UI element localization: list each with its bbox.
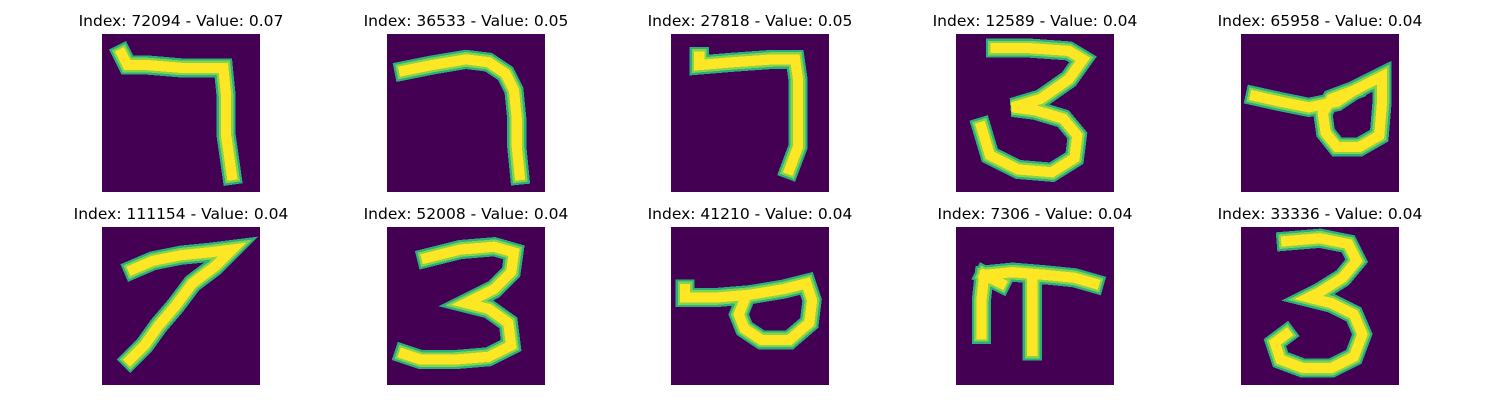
panel-title: Index: 52008 - Value: 0.04: [363, 205, 569, 223]
panel-title: Index: 12589 - Value: 0.04: [932, 12, 1138, 30]
digit-image: [671, 34, 829, 192]
digit-panel: Index: 33336 - Value: 0.04: [1218, 205, 1422, 391]
digit-image: [102, 34, 260, 192]
panel-title: Index: 36533 - Value: 0.05: [363, 12, 569, 30]
digit-panel: Index: 65958 - Value: 0.04: [1218, 12, 1422, 198]
panel-title: Index: 41210 - Value: 0.04: [647, 205, 853, 223]
panel-title: Index: 7306 - Value: 0.04: [937, 205, 1133, 223]
digit-image: [956, 227, 1114, 385]
digit-image: [1241, 34, 1399, 192]
digit-panel: Index: 72094 - Value: 0.07: [79, 12, 283, 198]
digit-image: [1241, 227, 1399, 385]
digit-panel: Index: 52008 - Value: 0.04: [364, 205, 568, 391]
panel-title: Index: 65958 - Value: 0.04: [1217, 12, 1423, 30]
digit-image: [387, 227, 545, 385]
digit-panel: Index: 27818 - Value: 0.05: [648, 12, 852, 198]
panel-title: Index: 72094 - Value: 0.07: [78, 12, 284, 30]
digit-panel: Index: 36533 - Value: 0.05: [364, 12, 568, 198]
digit-panel: Index: 111154 - Value: 0.04: [74, 205, 288, 391]
digit-image: [102, 227, 260, 385]
digit-panel: Index: 41210 - Value: 0.04: [648, 205, 852, 391]
panel-title: Index: 111154 - Value: 0.04: [73, 205, 289, 223]
digit-image: [387, 34, 545, 192]
digit-image: [956, 34, 1114, 192]
panel-title: Index: 27818 - Value: 0.05: [647, 12, 853, 30]
digit-panel: Index: 7306 - Value: 0.04: [938, 205, 1132, 391]
panel-title: Index: 33336 - Value: 0.04: [1217, 205, 1423, 223]
digit-panel: Index: 12589 - Value: 0.04: [933, 12, 1137, 198]
digit-image: [671, 227, 829, 385]
